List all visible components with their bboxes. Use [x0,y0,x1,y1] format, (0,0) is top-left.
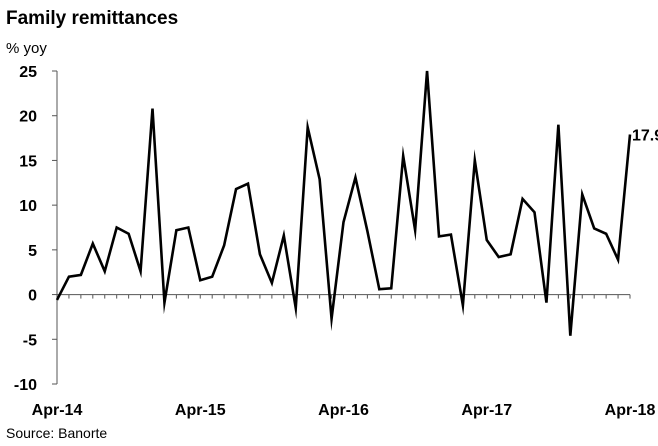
data-point [330,318,332,320]
data-point [295,307,297,309]
y-tick-label: 0 [28,288,37,305]
data-point [104,270,106,272]
data-point [247,182,249,184]
data-point [306,126,308,128]
data-point [521,198,523,200]
data-point [151,107,153,109]
data-point [426,70,428,72]
data-point [545,301,547,303]
chart-title: Family remittances [6,8,179,29]
data-point [629,133,631,135]
data-point [366,230,368,232]
x-tick-label: Apr-18 [605,402,656,419]
end-value-label: 17.9 [632,127,658,144]
data-point [139,270,141,272]
data-point [474,159,476,161]
data-point [56,299,58,301]
data-point [390,287,392,289]
x-tick-label: Apr-15 [175,402,226,419]
data-point [199,279,201,281]
data-point [342,221,344,223]
data-point [127,233,129,235]
data-point [486,239,488,241]
y-tick-label: 15 [19,153,37,170]
y-tick-label: 20 [19,109,37,126]
series-line [55,70,632,336]
data-point [438,235,440,237]
data-point [318,178,320,180]
data-point [187,226,189,228]
x-tick-label: Apr-17 [461,402,512,419]
data-point [163,301,165,303]
data-point [223,244,225,246]
data-point [271,282,273,284]
data-point [509,253,511,255]
data-point [581,193,583,195]
data-point [378,288,380,290]
data-point [533,211,535,213]
data-point [497,256,499,258]
data-point [450,233,452,235]
data-point [115,226,117,228]
data-point [617,258,619,260]
data-point [557,123,559,125]
data-point [605,233,607,235]
source-note: Source: Banorte [6,425,108,441]
y-tick-label: -10 [14,377,37,394]
y-tick-label: 25 [19,64,37,81]
y-tick-label: 10 [19,198,37,215]
data-point [235,188,237,190]
data-point [414,229,416,231]
data-point [593,227,595,229]
data-point [354,176,356,178]
data-point [211,275,213,277]
data-point [68,275,70,277]
data-point [283,234,285,236]
y-tick-label: 5 [28,243,37,260]
data-point [402,155,404,157]
data-point [462,304,464,306]
x-tick-label: Apr-14 [32,402,83,419]
data-point [92,242,94,244]
data-point [569,335,571,337]
x-tick-label: Apr-16 [318,402,369,419]
data-point [259,253,261,255]
data-point [80,274,82,276]
data-point [175,229,177,231]
y-axis-unit-label: % yoy [6,40,47,57]
y-tick-label: -5 [23,332,37,349]
